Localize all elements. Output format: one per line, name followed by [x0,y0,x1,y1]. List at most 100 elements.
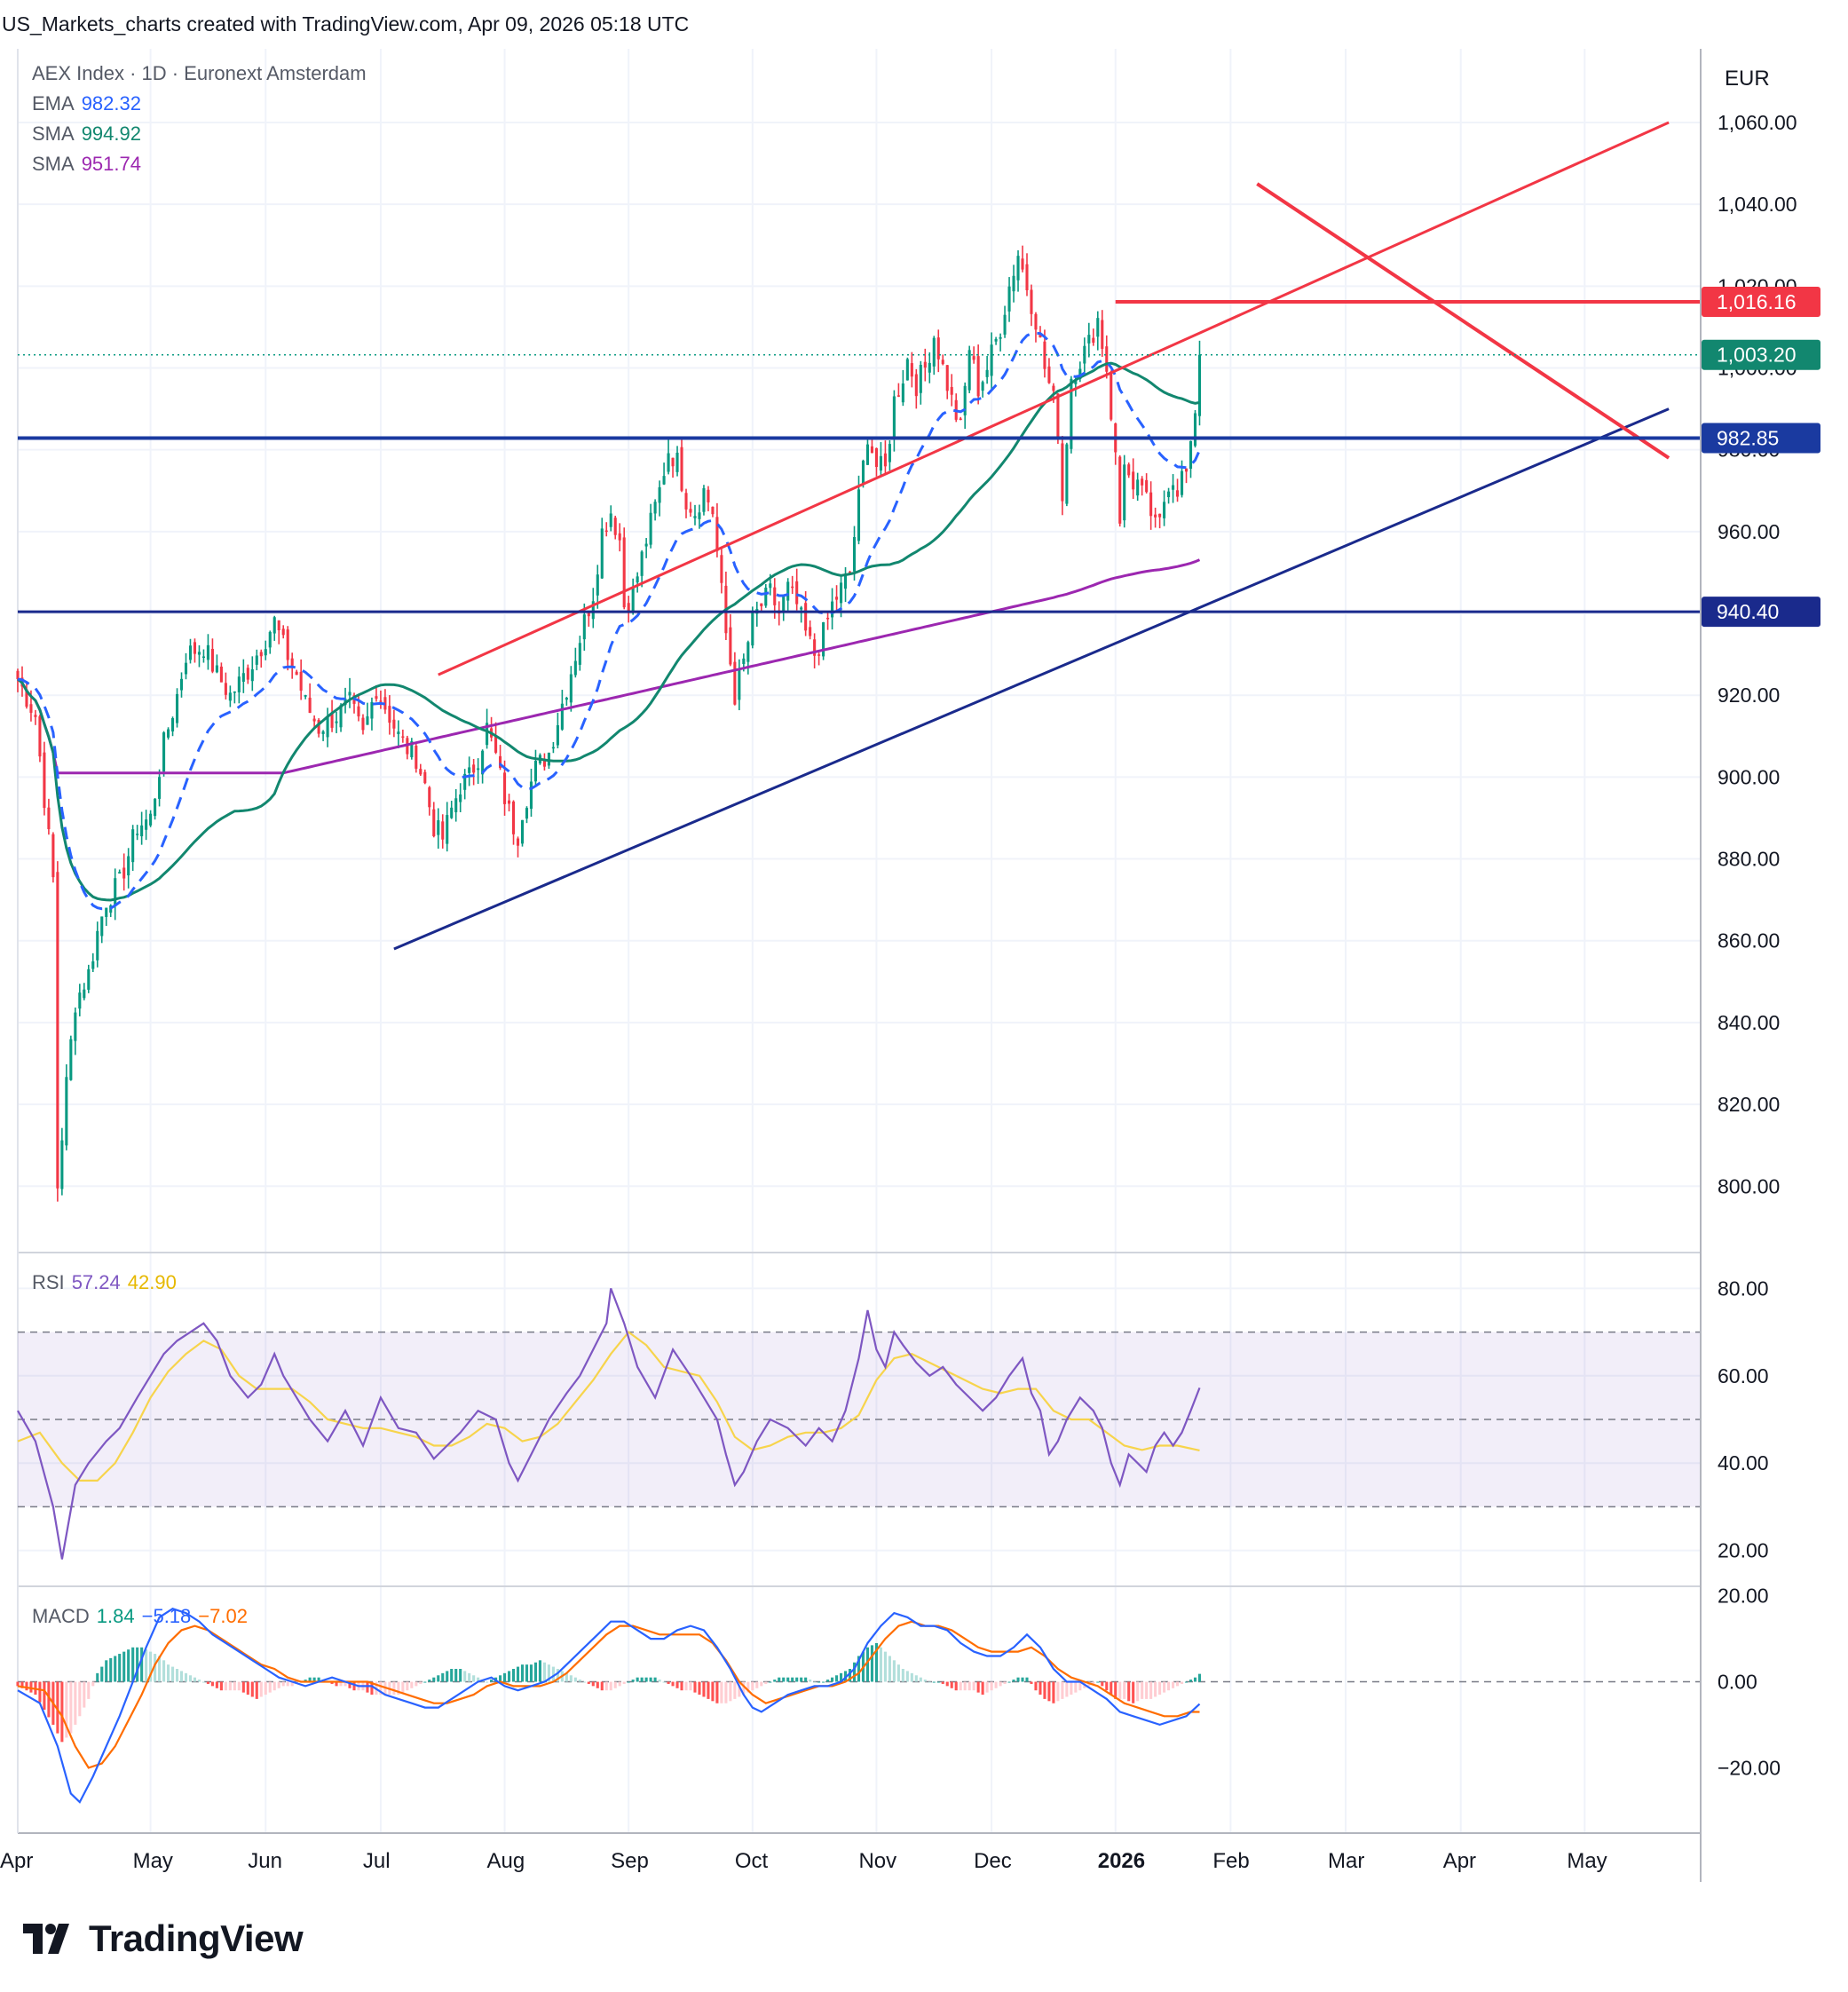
candle-body [769,583,772,589]
candle-body [1012,275,1015,292]
sma-slow-legend[interactable]: SMA 951.74 [32,153,141,176]
macd-histogram-bar [994,1681,998,1688]
candle-body [237,676,241,692]
ema-legend[interactable]: EMA 982.32 [32,92,141,115]
candle-body [1136,479,1140,496]
macd-histogram-bar [525,1664,529,1682]
candle-body [167,729,170,738]
candle-body [999,336,1002,339]
macd-histogram-bar [1189,1680,1193,1682]
macd-histogram-bar [415,1681,418,1687]
candle-down [361,714,365,735]
macd-histogram-bar [167,1664,170,1682]
macd-histogram-bar [764,1681,768,1684]
macd-histogram-bar [1141,1681,1144,1699]
time-tick-label: Nov [858,1849,896,1873]
macd-histogram-bar [179,1671,184,1682]
candle-down [791,575,794,595]
candle-up [410,738,414,760]
currency-label: EUR [1725,67,1770,91]
macd-histogram-bar [954,1681,958,1691]
candle-down [308,683,312,714]
candle-body [795,581,799,605]
candle-body [1030,289,1033,314]
macd-histogram-bar [985,1681,989,1693]
candle-up [158,769,162,807]
candle-down [826,611,830,630]
candle-down [542,753,546,771]
macd-histogram-bar [352,1681,356,1691]
macd-histogram-bar [25,1681,28,1691]
candle-down [494,722,498,755]
candle-up [919,360,922,405]
rsi-tick-label: 80.00 [1718,1277,1769,1300]
candle-down [945,365,949,399]
candle-down [419,763,423,777]
candle-body [1074,379,1078,384]
candle-up [675,446,679,477]
macd-histogram-bar [596,1681,599,1688]
macd-histogram-bar [936,1681,940,1683]
candle-body [388,706,391,723]
sma-fast-legend[interactable]: SMA 994.92 [32,123,141,146]
candle-body [477,768,480,771]
candle-body [224,683,227,695]
candle-down [1101,310,1104,357]
rsi-legend[interactable]: RSI 57.24 42.90 [32,1271,177,1294]
candle-up [529,768,533,818]
candle-down [295,669,298,676]
candle-up [326,707,329,747]
candle-body [308,697,312,713]
candle-body [782,596,786,613]
time-tick-label: Mar [1328,1849,1364,1873]
macd-histogram-bar [507,1671,511,1682]
sma-slow-label: SMA [32,153,75,175]
macd-histogram-bar [1061,1681,1064,1699]
macd-histogram-bar [149,1651,153,1682]
price-tick-label: 1,060.00 [1718,111,1797,134]
rsi-tick-label: 20.00 [1718,1539,1769,1562]
candle-body [560,703,564,730]
macd-histogram-bar [118,1654,122,1682]
macd-histogram-bar [246,1681,249,1696]
candle-body [738,668,741,700]
candle-up [879,442,882,476]
macd-histogram-bar [127,1649,130,1682]
candle-up [167,727,170,740]
price-tick-label: 840.00 [1718,1011,1780,1034]
candle-body [835,597,839,600]
candle-body [184,662,188,675]
candle-up [100,916,104,944]
macd-histogram-bar [472,1675,476,1682]
price-tick-label: 900.00 [1718,765,1780,788]
candle-body [883,453,887,467]
candle-up [127,848,130,889]
candle-body [1047,366,1051,383]
candle-body [852,537,857,572]
candle-up [1065,442,1069,507]
macd-histogram-bar [848,1669,852,1682]
macd-histogram-bar [1016,1677,1020,1682]
candle-body [432,809,436,837]
candle-body [1163,502,1166,518]
price-tick-label: 880.00 [1718,848,1780,871]
macd-histogram-bar [591,1681,595,1687]
candle-down [627,596,630,623]
candle-up [197,644,201,668]
candle-up [1007,277,1011,322]
tradingview-logo-icon [23,1924,69,1954]
candle-body [963,385,967,415]
candle-body [985,369,989,377]
candle-body [684,493,688,510]
macd-histogram-bar [1056,1681,1060,1702]
rsi-ma-line [17,1331,1200,1482]
candle-up [533,749,538,787]
candle-up [1003,305,1007,338]
candle-down [874,447,878,477]
macd-legend[interactable]: MACD 1.84 −5.18 −7.02 [32,1605,248,1628]
candle-body [1193,413,1197,447]
macd-histogram-bar [981,1681,984,1696]
candle-body [366,715,369,725]
macd-histogram-bar [529,1664,533,1682]
